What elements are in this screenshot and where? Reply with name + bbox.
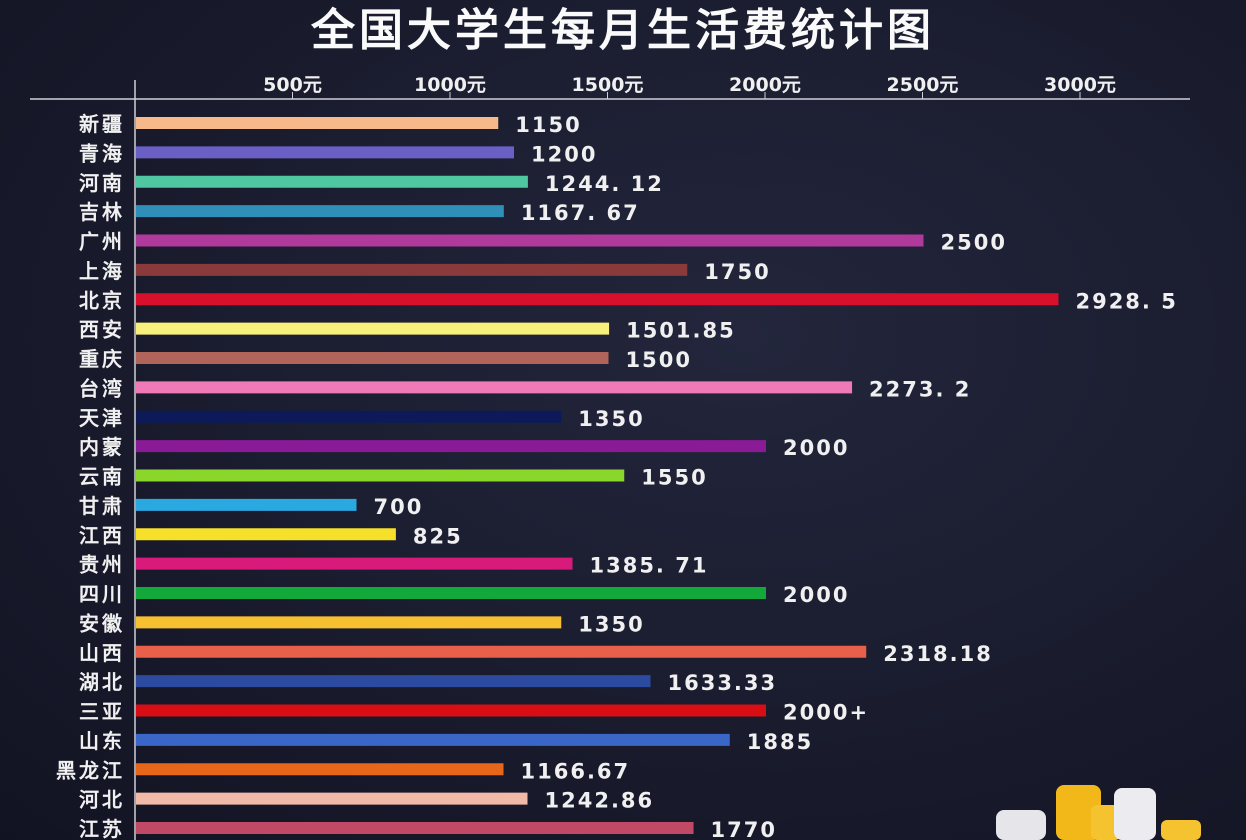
category-label: 黑龙江 bbox=[56, 758, 125, 782]
bar bbox=[136, 322, 610, 335]
data-label: 1150 bbox=[515, 113, 581, 137]
bar bbox=[136, 616, 562, 629]
bar bbox=[136, 117, 499, 129]
data-label: 2500 bbox=[941, 231, 1007, 255]
bar bbox=[136, 763, 504, 776]
bar bbox=[136, 498, 357, 511]
data-label: 700 bbox=[374, 495, 424, 519]
category-label: 重庆 bbox=[79, 347, 125, 371]
data-label: 1244. 12 bbox=[545, 172, 664, 196]
x-tick-label: 2000元 bbox=[729, 74, 801, 96]
bar bbox=[136, 675, 651, 688]
category-label: 吉林 bbox=[79, 200, 125, 224]
data-label: 1167. 67 bbox=[521, 201, 640, 225]
bar bbox=[136, 352, 609, 364]
bar bbox=[136, 440, 766, 453]
x-tick-label: 500元 bbox=[263, 74, 322, 96]
bar bbox=[136, 410, 562, 423]
category-label: 天津 bbox=[79, 406, 125, 430]
category-label: 甘肃 bbox=[79, 494, 125, 518]
category-label: 云南 bbox=[79, 465, 125, 489]
data-label: 1166.67 bbox=[521, 759, 631, 783]
bar bbox=[136, 792, 528, 805]
x-tick-label: 3000元 bbox=[1044, 74, 1116, 96]
bar bbox=[136, 733, 730, 746]
category-label: 北京 bbox=[79, 288, 125, 312]
category-label: 西安 bbox=[79, 318, 125, 342]
bar bbox=[136, 528, 396, 541]
category-label: 内蒙 bbox=[79, 435, 125, 459]
category-label: 山西 bbox=[79, 641, 125, 665]
data-label: 1500 bbox=[626, 348, 692, 372]
bar bbox=[136, 263, 688, 276]
category-label: 河南 bbox=[79, 171, 125, 195]
chart-title: 全国大学生每月生活费统计图 bbox=[311, 5, 935, 56]
data-label: 2318.18 bbox=[883, 642, 993, 666]
data-label: 2928. 5 bbox=[1075, 289, 1177, 313]
category-label: 三亚 bbox=[79, 700, 125, 724]
x-tick-label: 1000元 bbox=[414, 74, 486, 96]
data-label: 1770 bbox=[711, 818, 777, 840]
bar bbox=[136, 205, 504, 218]
category-label: 江苏 bbox=[79, 817, 125, 840]
category-label: 江西 bbox=[79, 523, 125, 547]
category-label: 贵州 bbox=[79, 553, 125, 577]
bar bbox=[136, 175, 528, 188]
bar bbox=[136, 587, 766, 599]
x-tick-label: 1500元 bbox=[572, 74, 644, 96]
data-label: 2000 bbox=[783, 583, 849, 607]
data-label: 1385. 71 bbox=[589, 554, 708, 578]
category-label: 安徽 bbox=[79, 611, 125, 635]
category-label: 湖北 bbox=[79, 670, 125, 694]
data-label: 2000 bbox=[783, 436, 849, 460]
category-label: 广州 bbox=[79, 230, 125, 254]
x-tick-label: 2500元 bbox=[887, 74, 959, 96]
data-label: 1633.33 bbox=[667, 671, 777, 695]
category-label: 新疆 bbox=[79, 112, 125, 136]
bar bbox=[136, 293, 1059, 306]
bar bbox=[136, 704, 766, 717]
category-label: 河北 bbox=[79, 788, 125, 812]
category-label: 山东 bbox=[79, 729, 125, 753]
data-label: 1242.86 bbox=[545, 789, 655, 813]
category-label: 四川 bbox=[79, 582, 125, 606]
bar bbox=[136, 381, 853, 394]
data-label: 1350 bbox=[578, 407, 644, 431]
data-label: 825 bbox=[413, 524, 463, 548]
data-label: 1501.85 bbox=[626, 319, 736, 343]
data-label: 1750 bbox=[704, 260, 770, 284]
data-label: 1885 bbox=[747, 730, 813, 754]
bar bbox=[136, 234, 924, 247]
bar bbox=[136, 469, 625, 482]
data-label: 2273. 2 bbox=[869, 377, 971, 401]
data-label: 1350 bbox=[578, 612, 644, 636]
category-label: 上海 bbox=[79, 259, 125, 283]
bar bbox=[136, 645, 867, 658]
category-label: 台湾 bbox=[79, 376, 125, 400]
bar bbox=[136, 146, 514, 159]
data-label: 1550 bbox=[641, 466, 707, 490]
data-label: 1200 bbox=[531, 142, 597, 166]
coin-stacks-decoration bbox=[996, 785, 1201, 840]
bar bbox=[136, 822, 694, 834]
bar bbox=[136, 557, 573, 570]
data-label: 2000+ bbox=[783, 701, 869, 725]
category-label: 青海 bbox=[79, 141, 125, 165]
